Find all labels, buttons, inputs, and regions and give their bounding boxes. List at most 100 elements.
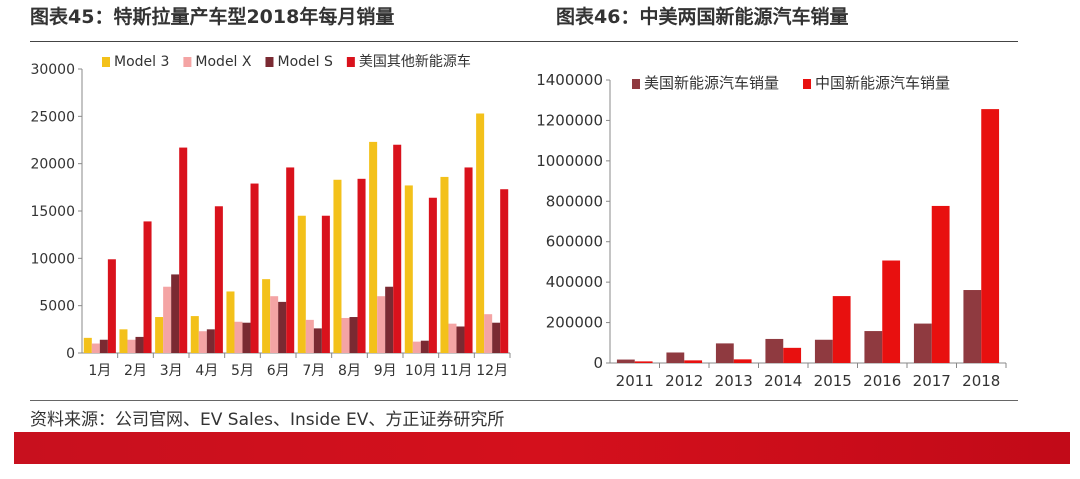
tesla-bar (91, 343, 100, 353)
nev-bar (832, 296, 851, 363)
tesla-x-tick-label: 7月 (302, 363, 325, 379)
tesla-bar (83, 337, 92, 353)
tesla-bar (456, 326, 465, 353)
nev-bar (931, 205, 950, 363)
tesla-bar (476, 113, 485, 353)
tesla-bar (119, 329, 128, 353)
tesla-x-tick-label: 3月 (160, 363, 183, 379)
tesla-bar (500, 189, 509, 353)
tesla-bar (428, 197, 437, 353)
top-divider (30, 41, 1018, 42)
tesla-y-tick-label: 20000 (30, 157, 75, 173)
nev-x-tick-label: 2013 (715, 372, 753, 390)
tesla-x-tick-label: 8月 (338, 363, 361, 379)
tesla-bar (420, 340, 429, 353)
nev-bar (634, 361, 653, 363)
tesla-bar (385, 286, 394, 353)
tesla-x-tick-label: 4月 (195, 363, 218, 379)
tesla-bar (377, 296, 386, 353)
chart-title-left: 图表45：特斯拉量产车型2018年每月销量 (30, 6, 395, 28)
nev-legend-label: 中国新能源汽车销量 (815, 74, 950, 92)
source-note: 资料来源：公司官网、EV Sales、Inside EV、方正证券研究所 (30, 410, 505, 430)
nev-bar (715, 343, 734, 363)
tesla-bar (206, 329, 215, 353)
nev-x-tick-label: 2016 (863, 372, 901, 390)
tesla-bar (297, 215, 306, 353)
nev-bar (963, 290, 982, 363)
nev-legend-swatch (803, 79, 812, 89)
nev-x-tick-label: 2012 (665, 372, 703, 390)
tesla-bar (349, 317, 358, 353)
tesla-legend-swatch (265, 57, 274, 67)
footer-red-band (14, 432, 1070, 464)
nev-bar (783, 347, 802, 363)
tesla-bar (127, 339, 136, 353)
tesla-x-tick-label: 12月 (476, 363, 508, 379)
tesla-bar (234, 321, 243, 353)
tesla-legend-swatch (346, 57, 355, 67)
tesla-legend-swatch (102, 57, 110, 67)
tesla-x-tick-label: 5月 (231, 363, 254, 379)
nev-legend-label: 美国新能源汽车销量 (644, 74, 779, 92)
tesla-monthly-sales-chart: 0 5000 10000 15000 20000 25000 30000 1月 2月 3月 4月 5月… (30, 42, 530, 398)
nev-bar (666, 352, 685, 363)
nev-bar (864, 331, 883, 363)
tesla-bar (357, 178, 366, 353)
nev-bar (616, 359, 635, 363)
tesla-bar (412, 341, 421, 353)
tesla-bar (171, 274, 180, 353)
tesla-bar (278, 301, 287, 353)
tesla-bar (143, 221, 152, 353)
tesla-bar (369, 141, 378, 353)
tesla-x-tick-label: 6月 (267, 363, 290, 379)
tesla-monthly-sales-svg: 0 5000 10000 15000 20000 25000 30000 1月 2月 3月 4月 5月… (30, 53, 511, 379)
nev-bar (733, 359, 752, 363)
tesla-x-tick-label: 11月 (441, 363, 473, 379)
nev-x-tick-label: 2017 (913, 372, 951, 390)
tesla-bar (440, 176, 449, 353)
bottom-divider (30, 400, 1018, 401)
chart-title-right: 图表46：中美两国新能源汽车销量 (556, 6, 849, 28)
nev-x-tick-label: 2018 (962, 372, 1000, 390)
tesla-bar (448, 323, 457, 353)
tesla-bar (464, 167, 473, 353)
tesla-bar (190, 316, 199, 353)
tesla-bar (107, 259, 116, 353)
tesla-bar (286, 167, 295, 353)
china-us-nev-sales-svg: 0 200000 400000 600000 800000 1000000 1200000 1… (536, 71, 1007, 390)
tesla-bar (313, 328, 322, 353)
tesla-legend-label: Model X (195, 54, 251, 70)
tesla-x-tick-label: 1月 (88, 363, 111, 379)
tesla-bar (214, 206, 223, 353)
tesla-y-tick-label: 25000 (30, 109, 75, 125)
tesla-x-tick-label: 9月 (374, 363, 397, 379)
tesla-bar (163, 286, 172, 353)
tesla-bar (305, 319, 314, 353)
tesla-legend-label: 美国其他新能源车 (359, 53, 471, 70)
tesla-y-tick-label: 5000 (39, 299, 75, 315)
nev-y-tick-label: 200000 (546, 314, 603, 332)
tesla-legend-label: Model S (277, 54, 332, 70)
nev-bar (981, 109, 1000, 363)
tesla-bar (341, 317, 350, 353)
tesla-bar (393, 144, 402, 353)
tesla-bar (242, 322, 251, 353)
nev-bar (765, 338, 784, 363)
nev-y-tick-label: 0 (593, 354, 603, 372)
tesla-legend-swatch (183, 57, 192, 67)
nev-legend-swatch (632, 79, 640, 89)
tesla-bar (492, 322, 501, 353)
tesla-bar (198, 331, 207, 353)
nev-y-tick-label: 600000 (546, 233, 603, 251)
nev-y-tick-label: 1200000 (536, 111, 603, 129)
nev-x-tick-label: 2014 (764, 372, 802, 390)
tesla-y-tick-label: 15000 (30, 204, 75, 220)
tesla-bar (333, 179, 342, 353)
tesla-bar (179, 147, 188, 353)
nev-y-tick-label: 800000 (546, 192, 603, 210)
nev-y-tick-label: 1000000 (536, 152, 603, 170)
tesla-bar (404, 185, 413, 353)
tesla-bar (484, 314, 493, 353)
tesla-y-tick-label: 0 (66, 346, 75, 362)
tesla-bar (321, 215, 330, 353)
